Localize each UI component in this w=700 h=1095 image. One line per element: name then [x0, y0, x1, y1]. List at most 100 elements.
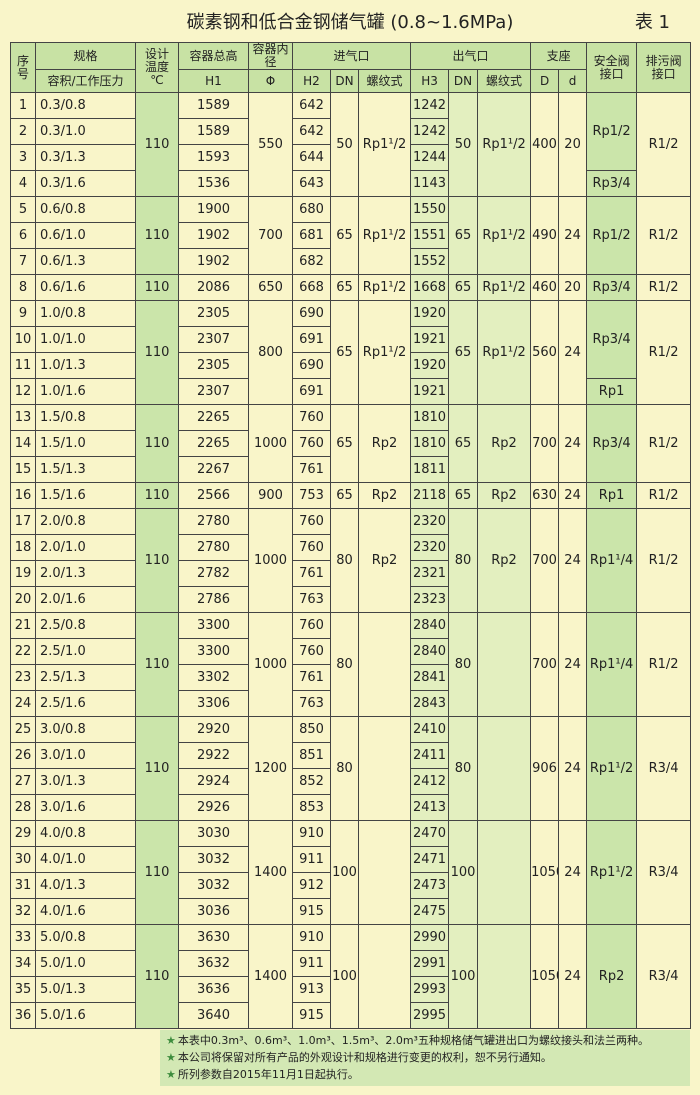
cell: 1551: [410, 222, 450, 249]
cell: 2470: [410, 820, 450, 847]
row: 23 2.5/1.3 3302 761 2841: [10, 664, 691, 691]
cell: 760: [292, 612, 331, 639]
cell: 24: [558, 716, 588, 821]
cell: 80: [448, 508, 479, 613]
header-cell: 设计 温度 ℃: [135, 42, 179, 93]
header-text: ℃: [150, 73, 164, 87]
cell: 853: [292, 794, 331, 821]
cell: 80: [448, 612, 479, 717]
row: 1 0.3/0.8 110 1589 550 642 50 Rp1¹/2 1242 50 Rp1¹/…: [10, 92, 692, 197]
cell: Rp1¹/2: [357, 92, 412, 197]
cell: 2.5/1.3: [35, 664, 136, 691]
header-cell: D: [530, 69, 560, 93]
cell: Rp2: [357, 508, 412, 613]
cell: 690: [292, 352, 331, 379]
cell: 33: [10, 924, 36, 951]
cell: Rp2: [357, 482, 412, 509]
cell: 3306: [178, 690, 249, 717]
cell: 2780: [178, 534, 249, 561]
spec-table: 序号 规格 设计 温度 ℃ 容器总高 容器内径 进气口 出气口 支座 安全阀 接口 排…: [10, 42, 692, 1029]
cell: 460: [530, 274, 560, 301]
cell: 911: [292, 950, 331, 977]
header-text: 安全阀: [593, 53, 630, 68]
cell: 2920: [178, 716, 249, 743]
cell: 1050: [530, 820, 560, 925]
cell: 11: [10, 352, 36, 379]
cell: Rp1¹/2: [586, 716, 638, 821]
note: 本表中0.3m³、0.6m³、1.0m³、1.5m³、2.0m³五种规格储气罐进…: [166, 1032, 684, 1049]
cell: 1920: [410, 300, 450, 327]
header-cell: H1: [178, 69, 249, 93]
cell: 21: [10, 612, 36, 639]
cell: 2.5/1.6: [35, 690, 136, 717]
cell: 1.0/1.0: [35, 326, 136, 353]
cell: 1810: [410, 404, 450, 431]
cell: 2995: [410, 1002, 450, 1029]
cell: 2118: [410, 482, 450, 509]
cell: 1000: [248, 508, 293, 613]
cell: 2305: [178, 300, 249, 327]
header-text: 排污阀: [645, 53, 682, 68]
cell: 110: [135, 508, 179, 613]
row: 6 0.6/1.0 1902 681 1551: [10, 222, 691, 249]
cell: 643: [292, 170, 331, 197]
cell: Rp1¹/4: [586, 508, 638, 613]
cell: 19: [10, 560, 36, 587]
cell: 2840: [410, 638, 450, 665]
cell: 1811: [410, 456, 450, 483]
cell: 2413: [410, 794, 450, 821]
cell: Rp1/2: [586, 92, 638, 171]
cell: 65: [330, 274, 359, 301]
cell: 65: [448, 274, 479, 301]
cell: 0.3/1.6: [35, 170, 136, 197]
cell: 4.0/1.3: [35, 872, 136, 899]
cell: 2320: [410, 508, 450, 535]
cell: 30: [10, 846, 36, 873]
cell: 80: [330, 716, 359, 821]
cell: 65: [330, 196, 359, 275]
cell: 761: [292, 456, 331, 483]
header-cell: DN: [330, 69, 359, 93]
cell: 761: [292, 560, 331, 587]
cell: 1589: [178, 118, 249, 145]
cell: Rp2: [477, 404, 532, 483]
cell: 65: [448, 300, 479, 405]
cell: 700: [530, 404, 560, 483]
cell: 2321: [410, 560, 450, 587]
cell: 1550: [410, 196, 450, 223]
cell: 24: [558, 508, 588, 613]
cell: R3/4: [636, 716, 692, 821]
cell: 851: [292, 742, 331, 769]
cell: 3032: [178, 846, 249, 873]
cell: 763: [292, 690, 331, 717]
row: 13 1.5/0.8 110 2265 1000 760 65 Rp2 1810 65 Rp2 700…: [10, 404, 692, 483]
cell: 5.0/1.3: [35, 976, 136, 1003]
cell: 22: [10, 638, 36, 665]
cell: 18: [10, 534, 36, 561]
header-cell: 螺纹式: [357, 69, 412, 93]
cell: R1/2: [636, 300, 692, 405]
cell: R3/4: [636, 924, 692, 1029]
header-cell: 支座: [530, 42, 588, 70]
cell: 65: [448, 404, 479, 483]
header-cell: H2: [292, 69, 331, 93]
note: 所列参数自2015年11月1日起执行。: [166, 1066, 684, 1083]
cell: 911: [292, 846, 331, 873]
cell: 2086: [178, 274, 249, 301]
row: 24 2.5/1.6 3306 763 2843: [10, 690, 691, 717]
cell: Rp1¹/2: [477, 92, 532, 197]
cell: Rp2: [357, 404, 412, 483]
header-text: 设计: [144, 47, 169, 61]
row: 21 2.5/0.8 110 3300 1000 760 80 2840 80 700 24 Rp1¹…: [10, 612, 692, 717]
cell: 2786: [178, 586, 249, 613]
row: 12 1.0/1.6 2307 691 1921 Rp1: [10, 378, 691, 405]
row: 294.0/0.8110303014009101002470100105024R…: [10, 820, 692, 925]
cell: 680: [292, 196, 331, 223]
cell: R1/2: [636, 274, 692, 301]
cell: 400: [530, 92, 560, 197]
header-cell: 容器内径: [248, 42, 293, 70]
header-cell: DN: [448, 69, 479, 93]
cell: 2320: [410, 534, 450, 561]
row: 19 2.0/1.3 2782 761 2321: [10, 560, 691, 587]
